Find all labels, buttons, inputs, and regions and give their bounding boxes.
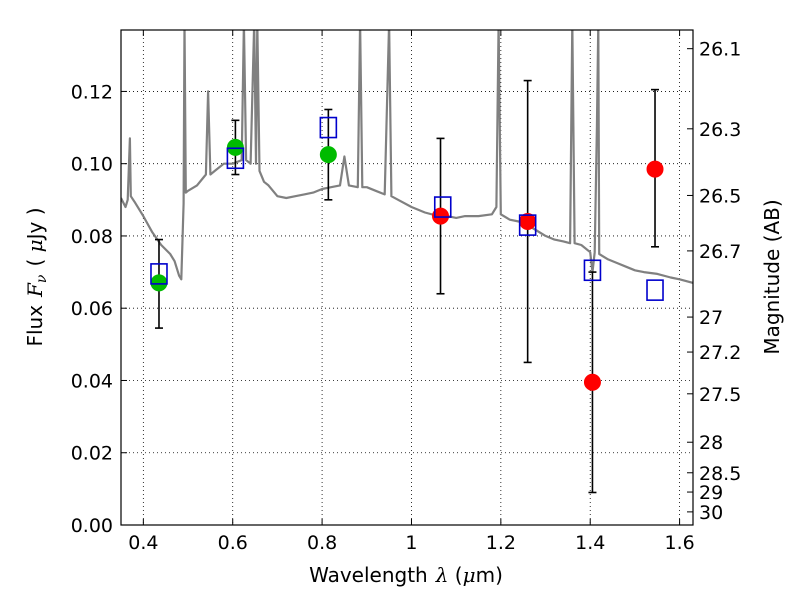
mag-tick-label: 30 xyxy=(699,502,723,524)
x-tick-label: 0.8 xyxy=(307,532,337,554)
mag-tick-label: 27.5 xyxy=(699,384,741,406)
model-box xyxy=(150,263,168,285)
sed-curve-group xyxy=(121,30,693,284)
y-tick-label: 0.08 xyxy=(71,226,113,248)
x-tick-label: 1 xyxy=(405,532,417,554)
observed-green-point xyxy=(226,138,244,156)
y-tick-label: 0.02 xyxy=(71,443,113,465)
observed-green-point xyxy=(150,274,168,292)
plot-frame xyxy=(120,29,694,526)
observed-green-point xyxy=(319,146,337,164)
model-boxes xyxy=(150,116,664,301)
x-tick-label: 0.4 xyxy=(128,532,158,554)
mag-tick-label: 27.2 xyxy=(699,342,741,364)
y-axis-title: FluxFν( μJy ) xyxy=(23,207,50,346)
mag-tick-label: 29 xyxy=(699,482,723,504)
mag-tick-label: 26.3 xyxy=(699,119,741,141)
y-tick-label: 0.10 xyxy=(71,154,113,176)
model-box xyxy=(433,196,452,218)
x-tick-label: 1.6 xyxy=(664,532,694,554)
tick-labels: 0.4 0.6 0.8 1 1.2 1.4 1.6 0.00 0.02 0.04 0.06 0.08 0… xyxy=(71,39,742,554)
model-box xyxy=(319,116,338,139)
model-box xyxy=(646,279,664,301)
ticks xyxy=(121,30,693,526)
mag-tick-label: 26.1 xyxy=(699,39,741,61)
data-points xyxy=(150,138,664,391)
y-tick-label: 0.06 xyxy=(71,298,113,320)
y-tick-label: 0.04 xyxy=(71,370,113,392)
mag-tick-label: 27 xyxy=(699,307,723,329)
mag-tick-label: 26.7 xyxy=(699,241,741,263)
x-tick-label: 0.6 xyxy=(218,532,248,554)
mag-tick-label: 26.5 xyxy=(699,185,741,207)
x-tick-label: 1.2 xyxy=(486,532,516,554)
observed-red-point xyxy=(432,207,450,225)
y-tick-label: 0.00 xyxy=(71,515,113,537)
observed-red-point xyxy=(646,160,664,178)
y2-axis-title: Magnitude (AB) xyxy=(760,199,784,354)
model-box xyxy=(226,147,245,170)
sed-curve xyxy=(121,30,693,284)
x-tick-label: 1.4 xyxy=(575,532,605,554)
mag-tick-label: 28 xyxy=(699,432,723,454)
model-box xyxy=(518,214,537,236)
y-tick-label: 0.12 xyxy=(71,81,113,103)
observed-red-point xyxy=(583,373,601,391)
mag-tick-label: 28.5 xyxy=(699,463,741,485)
x-axis-title: Wavelength λ (μm) xyxy=(309,563,503,587)
model-box xyxy=(583,259,602,282)
